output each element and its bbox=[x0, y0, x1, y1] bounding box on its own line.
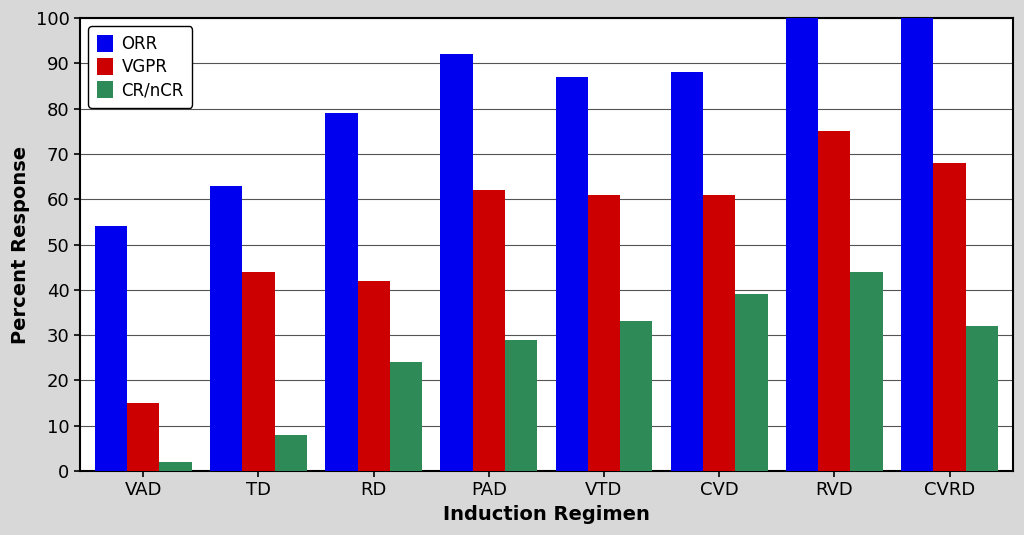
Bar bbox=[210, 186, 243, 471]
Bar bbox=[274, 435, 307, 471]
Bar bbox=[671, 72, 703, 471]
Bar bbox=[473, 190, 505, 471]
Bar bbox=[326, 113, 357, 471]
Bar bbox=[786, 18, 818, 471]
Bar bbox=[556, 77, 588, 471]
Legend: ORR, VGPR, CR/nCR: ORR, VGPR, CR/nCR bbox=[88, 26, 193, 108]
Bar bbox=[818, 131, 851, 471]
Y-axis label: Percent Response: Percent Response bbox=[11, 146, 30, 343]
Bar bbox=[934, 163, 966, 471]
Bar bbox=[390, 362, 422, 471]
Bar bbox=[505, 340, 538, 471]
Bar bbox=[95, 226, 127, 471]
Bar bbox=[357, 281, 390, 471]
Bar bbox=[243, 272, 274, 471]
Bar bbox=[621, 322, 652, 471]
Bar bbox=[966, 326, 998, 471]
Bar bbox=[901, 18, 934, 471]
Bar bbox=[703, 195, 735, 471]
Bar bbox=[735, 294, 768, 471]
Bar bbox=[851, 272, 883, 471]
X-axis label: Induction Regimen: Induction Regimen bbox=[443, 505, 650, 524]
Bar bbox=[127, 403, 160, 471]
Bar bbox=[588, 195, 621, 471]
Bar bbox=[160, 462, 191, 471]
Bar bbox=[440, 55, 473, 471]
